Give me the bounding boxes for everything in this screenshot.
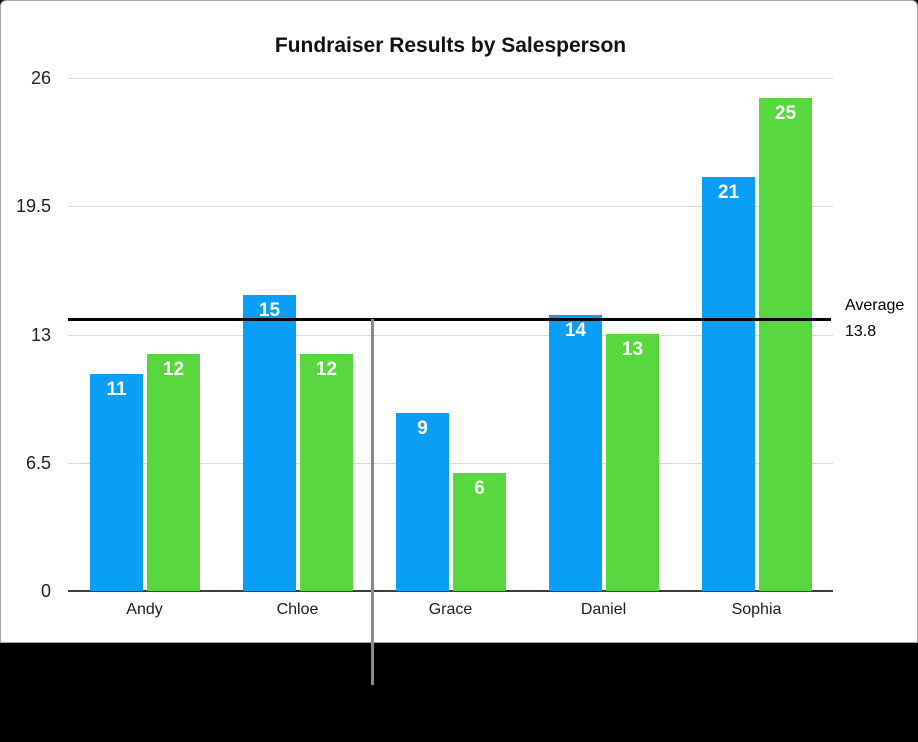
gridline bbox=[68, 335, 833, 336]
x-axis-label-sophia: Sophia bbox=[731, 601, 782, 618]
x-axis-line bbox=[68, 590, 833, 592]
bar-series-2-grace: 6 bbox=[453, 473, 506, 591]
chart-panel: Fundraiser Results by Salesperson 11 12 15… bbox=[0, 0, 918, 643]
bar-series-2-andy: 12 bbox=[147, 354, 200, 591]
bar-value-label: 6 bbox=[474, 478, 485, 499]
chart-title: Fundraiser Results by Salesperson bbox=[274, 34, 627, 57]
y-tick-label: 26 bbox=[30, 68, 51, 88]
bar-value-label: 9 bbox=[417, 418, 428, 439]
gridline bbox=[68, 206, 833, 207]
bar-value-label: 11 bbox=[106, 379, 127, 400]
x-axis-label-grace: Grace bbox=[428, 601, 473, 618]
bar-value-label: 21 bbox=[717, 182, 740, 203]
vertical-divider-line bbox=[371, 319, 374, 685]
bar-series-1-grace: 9 bbox=[396, 413, 449, 591]
bar-series-1-daniel: 14 bbox=[549, 315, 602, 591]
gridline bbox=[68, 463, 833, 464]
y-tick-label: 19.5 bbox=[15, 196, 51, 216]
plot-area: 11 12 15 12 9 6 14 13 21 25 bbox=[68, 78, 833, 592]
average-line-label: Average 13.8 bbox=[845, 293, 904, 345]
y-tick-label: 0 bbox=[40, 581, 51, 601]
bar-value-label: 12 bbox=[315, 359, 338, 380]
x-axis-label-chloe: Chloe bbox=[276, 601, 319, 618]
y-tick-label: 13 bbox=[30, 325, 51, 345]
average-line-label-value: 13.8 bbox=[845, 323, 877, 340]
bar-value-label: 13 bbox=[621, 339, 644, 360]
bar-value-label: 12 bbox=[162, 359, 185, 380]
x-axis-label-daniel: Daniel bbox=[580, 601, 627, 618]
bar-series-2-chloe: 12 bbox=[300, 354, 353, 591]
bar-series-1-andy: 11 bbox=[90, 374, 143, 591]
bar-value-label: 14 bbox=[564, 320, 587, 341]
y-tick-label: 6.5 bbox=[25, 453, 51, 473]
bar-series-2-sophia: 25 bbox=[759, 98, 812, 591]
x-axis-label-andy: Andy bbox=[126, 601, 163, 618]
bar-series-2-daniel: 13 bbox=[606, 334, 659, 591]
average-line bbox=[68, 318, 831, 321]
bar-series-1-sophia: 21 bbox=[702, 177, 755, 591]
bar-value-label: 25 bbox=[774, 103, 797, 124]
bar-series-1-chloe: 15 bbox=[243, 295, 296, 591]
average-line-label-text: Average bbox=[845, 297, 905, 314]
bar-value-label: 15 bbox=[258, 300, 281, 321]
gridline bbox=[68, 78, 833, 79]
